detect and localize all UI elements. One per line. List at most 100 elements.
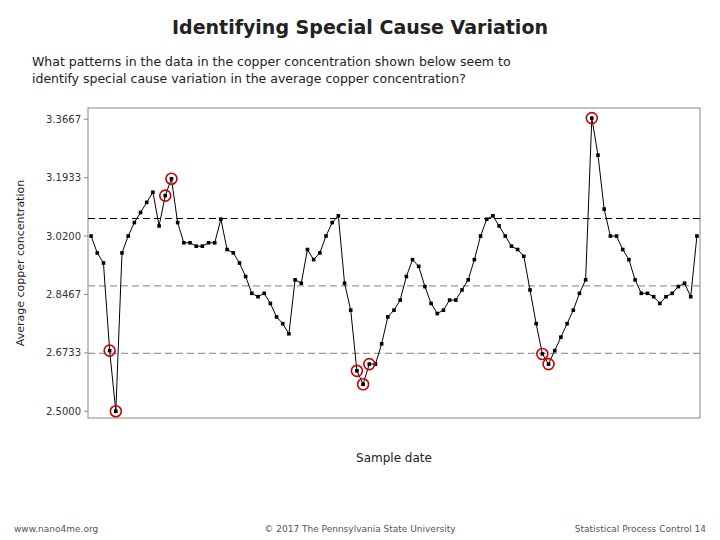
- footer: Statistical Process Control 14: [575, 524, 706, 534]
- data-point: [541, 352, 545, 356]
- plot-frame: [88, 108, 700, 418]
- data-point: [497, 224, 501, 228]
- y-tick-label: 3.0200: [46, 231, 81, 242]
- data-point: [534, 322, 538, 326]
- data-point: [306, 248, 310, 252]
- reference-line: [88, 218, 700, 219]
- data-point: [250, 292, 254, 296]
- data-point: [194, 244, 198, 248]
- y-tick: [84, 352, 88, 353]
- data-point: [386, 315, 390, 319]
- y-tick: [84, 119, 88, 120]
- data-point: [621, 248, 625, 252]
- data-point: [664, 295, 668, 299]
- data-point: [602, 207, 606, 211]
- data-point: [559, 335, 563, 339]
- data-point: [361, 383, 365, 387]
- y-tick-label: 2.5000: [46, 406, 81, 417]
- data-point: [163, 194, 167, 198]
- data-point: [225, 248, 229, 252]
- special-cause-circle: [104, 345, 115, 356]
- data-point: [102, 261, 106, 265]
- data-point: [435, 312, 439, 316]
- data-point: [330, 221, 334, 225]
- data-point: [609, 234, 613, 238]
- data-point: [584, 278, 588, 282]
- data-point: [405, 275, 409, 279]
- data-point: [244, 275, 248, 279]
- footer: www.nano4me.org: [14, 524, 98, 534]
- data-point: [615, 234, 619, 238]
- data-point: [201, 244, 205, 248]
- data-point: [466, 278, 470, 282]
- special-cause-circle: [543, 359, 554, 370]
- background: [0, 0, 720, 540]
- data-point: [170, 177, 174, 181]
- special-cause-circle: [364, 359, 375, 370]
- data-point: [503, 234, 507, 238]
- data-line: [91, 118, 697, 411]
- x-axis-label: Sample date: [356, 451, 432, 465]
- data-point: [318, 251, 322, 255]
- y-tick-label: 2.6733: [46, 347, 81, 358]
- footer: © 2017 The Pennsylvania State University: [264, 524, 456, 534]
- data-point: [429, 302, 433, 306]
- data-point: [454, 298, 458, 302]
- data-point: [262, 292, 266, 296]
- title: Identifying Special Cause Variation: [172, 16, 548, 38]
- subtitle: What patterns in the data in the copper …: [32, 54, 511, 69]
- data-point: [553, 349, 557, 353]
- y-tick: [84, 411, 88, 412]
- special-cause-circle: [166, 173, 177, 184]
- special-cause-circle: [110, 406, 121, 417]
- data-point: [275, 315, 279, 319]
- data-point: [528, 288, 532, 292]
- data-point: [479, 234, 483, 238]
- data-point: [627, 258, 631, 262]
- data-point: [219, 217, 223, 221]
- data-point: [182, 241, 186, 245]
- special-cause-circle: [358, 379, 369, 390]
- special-cause-circle: [351, 365, 362, 376]
- data-point: [343, 281, 347, 285]
- data-point: [213, 241, 217, 245]
- data-point: [207, 241, 211, 245]
- y-axis-label: Average copper concentration: [14, 180, 27, 346]
- data-point: [281, 322, 285, 326]
- data-point: [145, 201, 149, 205]
- data-point: [157, 224, 161, 228]
- data-point: [126, 234, 130, 238]
- data-point: [658, 302, 662, 306]
- y-tick-label: 3.3667: [46, 114, 81, 125]
- data-point: [510, 244, 514, 248]
- y-tick: [84, 236, 88, 237]
- data-point: [238, 261, 242, 265]
- data-point: [516, 248, 520, 252]
- data-point: [95, 251, 99, 255]
- data-point: [367, 362, 371, 366]
- data-point: [120, 251, 124, 255]
- data-point: [423, 285, 427, 289]
- reference-line: [88, 285, 700, 286]
- y-tick: [84, 294, 88, 295]
- data-point: [188, 241, 192, 245]
- subtitle: identify special cause variation in the …: [32, 71, 466, 86]
- data-point: [293, 278, 297, 282]
- data-point: [269, 302, 273, 306]
- data-point: [176, 221, 180, 225]
- data-point: [133, 221, 137, 225]
- data-point: [633, 278, 637, 282]
- data-point: [417, 265, 421, 269]
- data-point: [460, 288, 464, 292]
- data-point: [646, 292, 650, 296]
- data-point: [256, 295, 260, 299]
- data-point: [355, 369, 359, 373]
- data-point: [442, 308, 446, 312]
- data-point: [231, 251, 235, 255]
- data-point: [89, 234, 93, 238]
- data-point: [398, 298, 402, 302]
- data-point: [677, 285, 681, 289]
- data-point: [473, 258, 477, 262]
- data-point: [337, 214, 341, 218]
- data-point: [312, 258, 316, 262]
